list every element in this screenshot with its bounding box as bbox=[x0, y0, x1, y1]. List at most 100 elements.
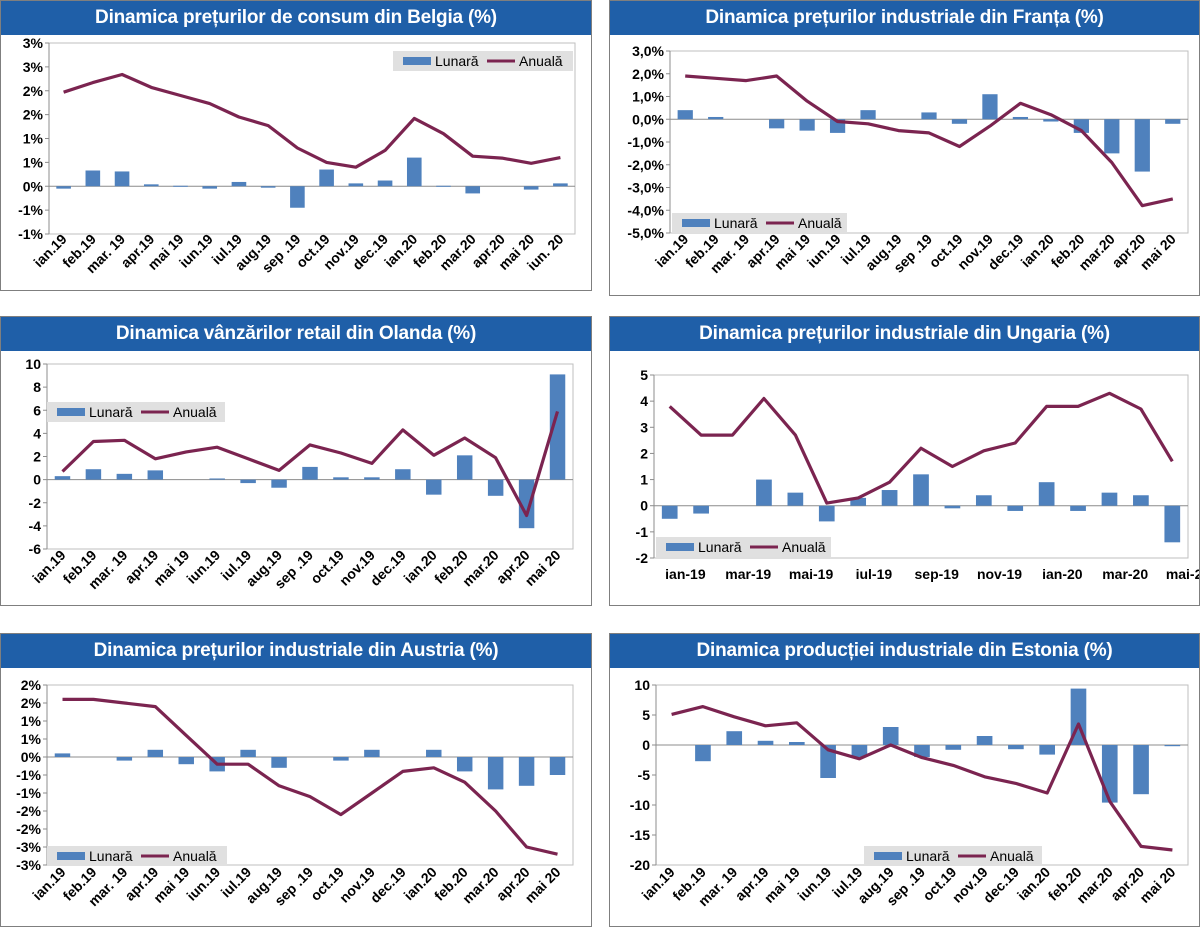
bar-monthly bbox=[882, 727, 899, 745]
y-tick-label: 1% bbox=[23, 154, 44, 170]
bar-monthly bbox=[553, 183, 568, 187]
bar-monthly bbox=[487, 479, 504, 496]
legend-box bbox=[672, 213, 847, 233]
bar-monthly bbox=[549, 757, 566, 775]
legend-box bbox=[393, 51, 573, 71]
y-tick-label: 10 bbox=[634, 677, 650, 693]
chart-title: Dinamica vânzărilor retail din Olanda (%… bbox=[1, 317, 591, 351]
y-tick-label: -5 bbox=[638, 767, 651, 783]
bar-monthly bbox=[1101, 745, 1118, 803]
y-tick-label: -3% bbox=[16, 839, 41, 855]
bar-monthly bbox=[820, 745, 836, 778]
chart-title: Dinamica prețurilor de consum din Belgia… bbox=[1, 1, 591, 35]
bar-monthly bbox=[319, 169, 334, 187]
bar-monthly bbox=[260, 186, 276, 188]
x-tick-label: iun.19 bbox=[183, 864, 223, 904]
bar-monthly bbox=[975, 495, 992, 506]
bar-monthly bbox=[1038, 482, 1055, 506]
y-tick-label: 10 bbox=[25, 356, 41, 372]
bar-monthly bbox=[518, 479, 535, 529]
y-tick-label: 2% bbox=[21, 695, 42, 711]
bar-monthly bbox=[271, 757, 287, 768]
bar-monthly bbox=[1164, 505, 1181, 543]
bar-monthly bbox=[302, 466, 318, 480]
y-tick-label: -4,0% bbox=[627, 202, 664, 218]
bar-monthly bbox=[726, 731, 743, 745]
bar-monthly bbox=[921, 112, 937, 120]
y-tick-label: -2,0% bbox=[627, 157, 664, 173]
bar-monthly bbox=[789, 742, 805, 745]
x-tick-label: ian.20 bbox=[400, 547, 440, 587]
bar-monthly bbox=[860, 110, 876, 120]
legend-swatch-monthly bbox=[403, 57, 431, 65]
x-tick-label: mai 20 bbox=[522, 864, 564, 906]
y-tick-label: 0,0% bbox=[632, 111, 664, 127]
bar-monthly bbox=[1101, 492, 1118, 506]
x-tick-label: ian-19 bbox=[665, 566, 706, 582]
bar-monthly bbox=[116, 757, 133, 761]
bar-monthly bbox=[1012, 116, 1029, 120]
bar-monthly bbox=[1043, 119, 1059, 122]
bar-monthly bbox=[426, 479, 442, 495]
bar-monthly bbox=[799, 119, 815, 131]
y-tick-label: -5,0% bbox=[627, 225, 664, 241]
y-tick-label: -20 bbox=[630, 857, 650, 873]
line-annual bbox=[685, 74, 1174, 208]
x-tick-label: mai-20 bbox=[1166, 566, 1199, 582]
bar-monthly bbox=[523, 186, 539, 190]
y-tick-label: -1 bbox=[636, 524, 649, 540]
line-annual bbox=[62, 697, 558, 856]
y-tick-label: -1% bbox=[16, 767, 41, 783]
legend-box bbox=[47, 402, 225, 422]
legend-label-annual: Anuală bbox=[990, 848, 1034, 864]
y-tick-label: 2% bbox=[23, 83, 44, 99]
x-tick-label: nov-19 bbox=[977, 566, 1022, 582]
bar-monthly bbox=[114, 171, 130, 187]
chart-title: Dinamica prețurilor industriale din Unga… bbox=[610, 317, 1199, 351]
y-tick-label: -1% bbox=[18, 202, 43, 218]
y-tick-label: 8 bbox=[33, 379, 41, 395]
y-tick-label: -3,0% bbox=[627, 180, 664, 196]
y-tick-label: 6 bbox=[33, 402, 41, 418]
bar-monthly bbox=[549, 374, 566, 480]
bar-monthly bbox=[661, 505, 678, 519]
bar-monthly bbox=[487, 757, 504, 790]
legend-box bbox=[47, 846, 227, 866]
y-tick-label: 0% bbox=[21, 749, 42, 765]
bar-monthly bbox=[1165, 119, 1181, 124]
plot-area bbox=[48, 42, 576, 235]
y-tick-label: 4 bbox=[640, 393, 648, 409]
y-tick-label: -2% bbox=[16, 821, 41, 837]
bar-monthly bbox=[54, 476, 71, 480]
bar-monthly bbox=[364, 477, 380, 480]
y-tick-label: 4 bbox=[33, 425, 41, 441]
y-tick-label: 0 bbox=[640, 498, 648, 514]
bar-monthly bbox=[85, 469, 102, 480]
bar-monthly bbox=[1104, 119, 1120, 154]
bar-monthly bbox=[333, 477, 349, 480]
bar-monthly bbox=[881, 490, 898, 506]
x-tick-label: mai 19 bbox=[150, 547, 192, 589]
bar-monthly bbox=[851, 745, 868, 757]
chart-panel-olanda: Dinamica vânzărilor retail din Olanda (%… bbox=[0, 316, 592, 606]
legend-label-monthly: Lunară bbox=[714, 215, 758, 231]
y-tick-label: 1% bbox=[21, 731, 42, 747]
bar-monthly bbox=[677, 110, 693, 120]
y-tick-label: 5 bbox=[640, 367, 648, 383]
y-tick-label: -3% bbox=[16, 857, 41, 873]
bar-monthly bbox=[240, 479, 256, 484]
chart-franta: -5,0% -4,0% -3,0% -2,0% -1,0% 0,0% 1,0% 2,0% 3,0… bbox=[627, 43, 1189, 276]
x-tick-label: dec.19 bbox=[367, 547, 409, 589]
legend-box bbox=[656, 537, 831, 557]
x-tick-label: mar-20 bbox=[1102, 566, 1148, 582]
legend-swatch-monthly bbox=[682, 219, 710, 227]
bar-monthly bbox=[951, 119, 968, 124]
bar-monthly bbox=[693, 505, 709, 514]
bar-monthly bbox=[333, 757, 349, 761]
y-tick-label: 2,0% bbox=[632, 66, 664, 82]
bar-monthly bbox=[1070, 505, 1086, 511]
line-annual bbox=[61, 410, 560, 518]
bar-monthly bbox=[913, 474, 929, 506]
y-tick-label: -2% bbox=[16, 803, 41, 819]
